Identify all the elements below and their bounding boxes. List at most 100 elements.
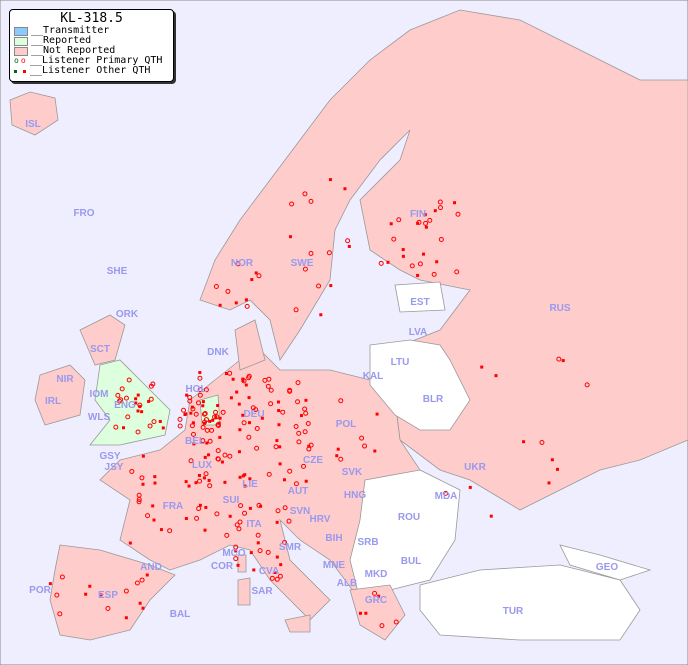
- listener-other-marker: [84, 592, 88, 596]
- listener-other-marker: [237, 450, 241, 454]
- listener-other-marker: [328, 178, 332, 182]
- country-label-deu: DEU: [243, 409, 264, 420]
- listener-primary-marker: [203, 417, 209, 423]
- listener-primary-marker: [301, 463, 307, 469]
- listener-primary-marker: [118, 397, 124, 403]
- country-label-smr: SMR: [279, 542, 302, 553]
- listener-primary-marker: [254, 425, 260, 431]
- listener-primary-marker: [280, 409, 286, 415]
- listener-primary-marker: [338, 456, 344, 462]
- listener-primary-marker: [150, 381, 156, 387]
- listener-primary-marker: [246, 375, 252, 381]
- listener-other-marker: [198, 503, 202, 507]
- listener-primary-marker: [115, 392, 121, 398]
- listener-primary-marker: [145, 513, 151, 519]
- listener-primary-marker: [296, 430, 302, 436]
- listener-other-marker: [238, 428, 242, 432]
- listener-primary-marker: [274, 576, 280, 582]
- listener-other-marker: [218, 303, 222, 307]
- region-denmark: [234, 319, 266, 371]
- listener-primary-marker: [282, 539, 288, 545]
- listener-other-marker: [375, 412, 379, 416]
- listener-primary-marker: [443, 490, 449, 496]
- listener-primary-marker: [308, 198, 314, 204]
- listener-primary-marker: [139, 475, 145, 481]
- listener-primary-marker: [234, 522, 240, 528]
- country-label-nor: NOR: [231, 258, 254, 269]
- listener-other-marker: [151, 504, 155, 508]
- listener-primary-marker: [207, 438, 213, 444]
- country-label-srb: SRB: [357, 537, 378, 548]
- listener-other-marker: [389, 222, 393, 226]
- listener-primary-marker: [197, 478, 203, 484]
- country-label-svn: SVN: [290, 506, 311, 517]
- listener-primary-marker: [257, 548, 263, 554]
- legend-label: __Reported: [31, 35, 92, 46]
- listener-primary-marker: [316, 283, 322, 289]
- listener-other-marker: [275, 520, 279, 524]
- listener-primary-marker: [233, 544, 239, 550]
- listener-primary-marker: [265, 549, 271, 555]
- listener-primary-marker: [233, 556, 239, 562]
- listener-primary-marker: [338, 398, 344, 404]
- listener-other-marker: [211, 418, 215, 422]
- listener-primary-marker: [126, 377, 132, 383]
- listener-primary-marker: [266, 471, 272, 477]
- listener-other-marker: [203, 455, 207, 459]
- country-label-pol: POL: [336, 419, 357, 430]
- listener-primary-marker: [193, 411, 199, 417]
- listener-other-marker: [159, 528, 163, 532]
- listener-primary-marker: [214, 511, 220, 517]
- listener-primary-marker: [305, 420, 311, 426]
- listener-primary-marker: [409, 263, 415, 269]
- listener-other-marker: [421, 252, 425, 256]
- listener-other-marker: [185, 393, 189, 397]
- listener-other-marker: [275, 555, 279, 559]
- listener-primary-marker: [59, 574, 65, 580]
- country-label-bih: BIH: [325, 533, 342, 544]
- listener-other-marker: [99, 593, 103, 597]
- region-scotland: [79, 314, 126, 366]
- listener-primary-marker: [200, 438, 206, 444]
- listener-other-marker: [189, 411, 193, 415]
- listener-primary-marker: [189, 423, 195, 429]
- listener-other-marker: [204, 505, 208, 509]
- country-label-est: EST: [410, 297, 429, 308]
- listener-other-marker: [187, 484, 191, 488]
- listener-primary-marker: [222, 452, 228, 458]
- country-label-sui: SUI: [223, 495, 240, 506]
- listener-primary-marker: [203, 471, 209, 477]
- listener-primary-marker: [275, 508, 281, 514]
- listener-primary-marker: [359, 435, 365, 441]
- listener-other-marker: [201, 404, 205, 408]
- listener-other-marker: [141, 454, 145, 458]
- listener-primary-marker: [256, 502, 262, 508]
- region-sicily: [284, 614, 311, 633]
- listener-primary-marker: [256, 273, 262, 279]
- listener-other-marker: [153, 481, 157, 485]
- country-label-kal: KAL: [363, 371, 384, 382]
- country-label-fin: FIN: [410, 209, 426, 220]
- listener-primary-marker: [289, 201, 295, 207]
- listener-primary-marker: [207, 483, 213, 489]
- country-label-rou: ROU: [398, 512, 420, 523]
- listener-primary-marker: [136, 499, 142, 505]
- listener-primary-marker: [293, 423, 299, 429]
- country-label-jsy: JSY: [105, 462, 124, 473]
- country-label-svk: SVK: [342, 467, 363, 478]
- country-label-hng: HNG: [344, 490, 366, 501]
- country-label-lux: LUX: [192, 460, 212, 471]
- listener-other-marker: [247, 396, 251, 400]
- listener-primary-marker: [194, 515, 200, 521]
- legend-item-transmitter: __Transmitter: [14, 26, 173, 36]
- listener-other-marker: [435, 260, 439, 264]
- listener-primary-marker: [302, 266, 308, 272]
- country-label-eng: ENG: [114, 400, 136, 411]
- listener-primary-marker: [287, 388, 293, 394]
- listener-other-marker: [198, 371, 202, 375]
- region-caucasus: [559, 544, 652, 581]
- listener-other-marker: [140, 410, 144, 414]
- listener-other-marker: [273, 571, 277, 575]
- listener-primary-marker: [302, 191, 308, 197]
- listener-primary-marker: [235, 261, 241, 267]
